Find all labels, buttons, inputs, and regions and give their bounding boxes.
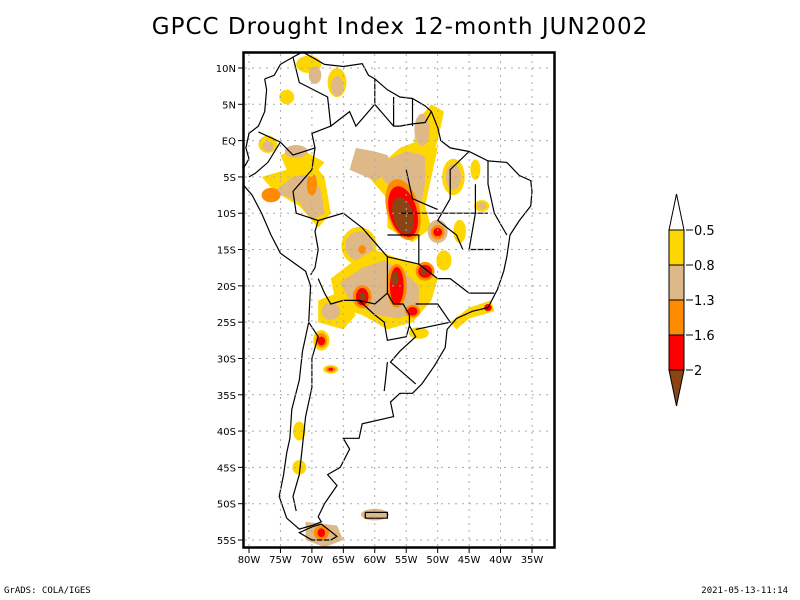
patch-c1 <box>453 219 466 244</box>
lat-tick-label: 15S <box>217 246 236 257</box>
patch-c3 <box>358 245 366 254</box>
lat-tick-label: 35S <box>217 391 236 402</box>
map-frame <box>242 51 556 549</box>
coastline-borders <box>244 53 533 541</box>
lat-tick-label: 10S <box>217 209 236 220</box>
patch-c2 <box>360 508 389 521</box>
lat-tick-label: EQ <box>222 137 236 148</box>
lat-tick-label: 45S <box>217 463 236 474</box>
political-border <box>248 141 281 178</box>
lon-tick-label: 70W <box>301 555 324 566</box>
colorbar-segment <box>668 334 685 371</box>
lat-tick-label: 20S <box>217 282 236 293</box>
political-border <box>292 169 319 276</box>
patch-c2 <box>321 302 341 320</box>
lon-tick-label: 40W <box>489 555 512 566</box>
patch-c2 <box>330 75 344 97</box>
tierra-del-fuego <box>297 523 339 541</box>
political-border <box>383 362 388 392</box>
grid-lines <box>245 54 553 546</box>
political-border <box>405 169 438 211</box>
patch-c1 <box>450 300 495 330</box>
patch-c4 <box>407 306 418 316</box>
political-border <box>415 303 452 330</box>
patch-c2 <box>477 202 487 210</box>
patch-c1 <box>408 327 429 339</box>
lon-tick-label: 80W <box>238 555 261 566</box>
falklands <box>364 511 388 519</box>
patch-below <box>392 196 414 234</box>
patch-c2 <box>284 144 308 159</box>
patch-c1 <box>436 250 452 271</box>
patch-c2 <box>349 147 394 181</box>
lon-tick-label: 55W <box>395 555 418 566</box>
patch-c3 <box>306 172 317 196</box>
patch-below <box>420 267 427 275</box>
patch-c2 <box>308 66 322 84</box>
timestamp: 2021-05-13-11:14 <box>701 586 788 596</box>
political-border <box>292 321 319 512</box>
lon-tick-label: 35W <box>521 555 544 566</box>
patch-c2 <box>262 141 274 152</box>
colorbar-segment <box>668 229 685 266</box>
patch-c4 <box>433 227 443 237</box>
patch-c4 <box>328 367 334 371</box>
drought-shading <box>258 55 495 547</box>
patch-c1 <box>293 421 306 441</box>
lon-tick-label: 65W <box>332 555 355 566</box>
lat-tick-label: 5S <box>223 173 236 184</box>
patch-below <box>359 292 366 302</box>
colorbar-upper-arrow <box>668 193 685 231</box>
coastline <box>244 53 533 530</box>
lon-axis: 80W 75W 70W 65W 60W 55W 50W 45W 40W 35W <box>238 548 544 566</box>
colorbar-lower-arrow <box>668 369 685 407</box>
lon-tick-label: 50W <box>426 555 449 566</box>
colorbar-legend: 0.5 0.8 1.3 1.6 2 <box>668 193 715 407</box>
colorbar-segment <box>668 264 685 301</box>
lat-tick-label: 40S <box>217 427 236 438</box>
patch-c1 <box>470 159 481 180</box>
colorbar-segment <box>668 299 685 336</box>
lat-tick-label: 5N <box>222 100 236 111</box>
grads-credit: GrADS: COLA/IGES <box>4 586 91 596</box>
patch-c1 <box>292 460 307 475</box>
map-title: GPCC Drought Index 12-month JUN2002 <box>151 14 649 40</box>
lat-tick-label: 55S <box>217 536 236 547</box>
political-border <box>387 256 495 294</box>
lat-tick-label: 10N <box>216 64 236 75</box>
lon-tick-label: 60W <box>363 555 386 566</box>
political-border <box>330 78 376 128</box>
colorbar-label: 0.8 <box>694 259 715 274</box>
lon-tick-label: 45W <box>458 555 481 566</box>
lat-tick-label: 30S <box>217 354 236 365</box>
lat-tick-label: 25S <box>217 318 236 329</box>
lon-tick-label: 75W <box>269 555 292 566</box>
lat-tick-label: 50S <box>217 500 236 511</box>
colorbar-label: 2 <box>694 364 702 379</box>
patch-c4 <box>317 336 326 346</box>
political-border <box>387 234 420 265</box>
colorbar-label: 1.6 <box>694 329 715 344</box>
lat-axis: 10N 5N EQ 5S 10S 15S 20S 25S 30S 35S 40S 45S 50S 55S <box>216 64 244 547</box>
political-border <box>487 160 508 236</box>
political-border <box>468 184 495 251</box>
patch-c4 <box>317 528 326 538</box>
patch-c2 <box>345 231 373 261</box>
political-border <box>436 151 470 250</box>
colorbar-label: 0.5 <box>694 224 715 239</box>
patch-c3 <box>261 187 281 203</box>
patch-c1 <box>279 89 295 105</box>
colorbar-label: 1.3 <box>694 294 715 309</box>
political-border <box>389 325 417 385</box>
patch-below <box>391 271 399 286</box>
political-border <box>358 292 410 342</box>
political-border <box>258 131 316 156</box>
